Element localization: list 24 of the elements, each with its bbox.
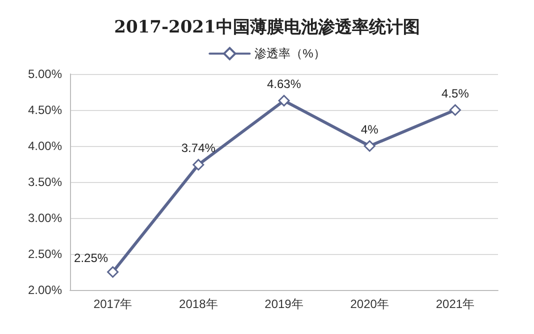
data-label: 4% (360, 122, 379, 136)
point (192, 158, 204, 170)
y-tick-label: 4.00% (28, 139, 62, 153)
y-tick-label: 3.00% (28, 211, 62, 225)
y-tick-label: 4.50% (28, 103, 62, 117)
data-label: 4.63% (266, 76, 302, 91)
x-tick-label: 2019年 (264, 297, 304, 311)
x-tick-label: 2021年 (436, 297, 475, 311)
y-tick-label: 2.50% (28, 247, 62, 261)
data-label: 4.5% (442, 86, 470, 100)
x-tick-label: 2017年 (93, 297, 132, 311)
y-tick-label: 3.50% (28, 175, 62, 189)
x-tick-label: 2018年 (179, 297, 218, 311)
legend-label: 渗透率（%） (254, 46, 326, 61)
point (449, 104, 461, 116)
x-tick-label: 2020年 (350, 297, 389, 311)
point (364, 140, 376, 152)
y-tick-label: 5.00% (28, 67, 62, 81)
data-label: 3.74% (181, 140, 216, 155)
chart-title: 2017-2021中国薄膜电池渗透率统计图 (114, 18, 420, 38)
point (278, 94, 290, 106)
point (107, 266, 119, 278)
y-tick-label: 2.00% (28, 283, 62, 297)
data-label: 2.25% (74, 251, 108, 265)
